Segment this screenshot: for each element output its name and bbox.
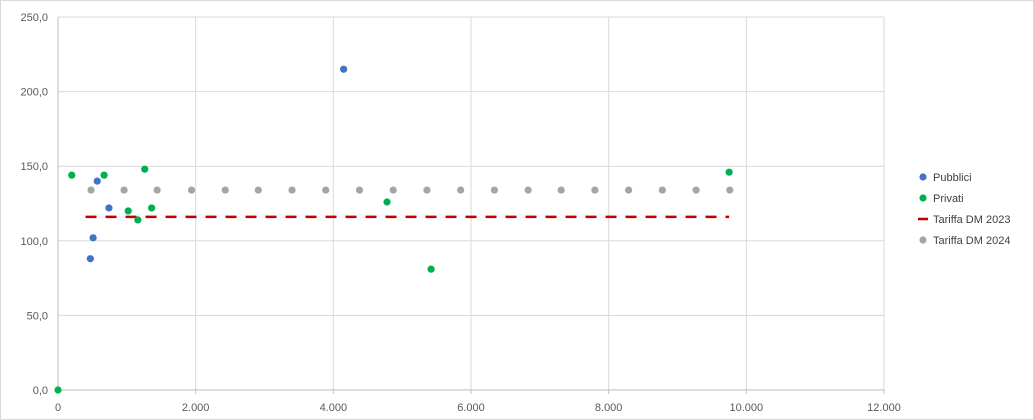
x-tick-label: 6.000: [457, 402, 485, 414]
data-point-tariffa-dm-2024: [355, 186, 364, 194]
data-point-privati: [100, 171, 108, 179]
legend-swatch: [919, 236, 927, 244]
series-privati: [54, 165, 733, 394]
data-point-privati: [427, 265, 435, 273]
data-point-tariffa-dm-2024: [288, 186, 296, 194]
data-point-tariffa-dm-2024: [389, 186, 397, 194]
data-point-tariffa-dm-2024: [524, 186, 532, 194]
data-point-tariffa-dm-2024: [490, 186, 499, 194]
data-point-tariffa-dm-2024: [625, 186, 633, 194]
legend-label: Tariffa DM 2023: [933, 214, 1010, 226]
legend-label: Tariffa DM 2024: [933, 235, 1010, 247]
series-tariffa-dm-2024: [87, 186, 734, 194]
legend-swatch: [919, 194, 927, 202]
data-point-tariffa-dm-2024: [726, 186, 734, 194]
data-point-privati: [54, 386, 62, 394]
data-point-tariffa-dm-2024: [457, 186, 465, 194]
data-point-privati: [124, 207, 132, 215]
data-point-tariffa-dm-2024: [322, 186, 330, 194]
data-point-privati: [148, 204, 156, 212]
data-point-privati: [141, 165, 149, 173]
y-tick-label: 250,0: [20, 12, 48, 24]
data-point-tariffa-dm-2024: [254, 186, 262, 194]
legend-label: Privati: [933, 193, 964, 205]
x-tick-label: 12.000: [867, 402, 901, 414]
data-point-pubblici: [105, 204, 113, 212]
legend-label: Pubblici: [933, 172, 972, 184]
legend-item-tariffa-dm-2024: Tariffa DM 2024: [919, 235, 1010, 247]
data-point-tariffa-dm-2024: [658, 186, 666, 194]
y-tick-label: 100,0: [20, 236, 48, 248]
data-point-tariffa-dm-2024: [187, 186, 196, 194]
data-point-privati: [134, 216, 142, 224]
legend-swatch: [919, 173, 927, 181]
data-point-privati: [68, 171, 76, 179]
legend-item-tariffa-dm-2023: Tariffa DM 2023: [918, 214, 1010, 226]
data-point-pubblici: [340, 65, 348, 73]
axes: 0,0 50,0 100,0 150,0 200,0 250,0 0 2.000 4.000 6.…: [20, 12, 900, 414]
data-point-privati: [725, 168, 733, 176]
legend: Pubblici Privati Tariffa DM 2023 Tariffa DM…: [918, 172, 1010, 247]
data-point-tariffa-dm-2024: [120, 186, 128, 194]
data-point-tariffa-dm-2024: [591, 186, 599, 194]
data-point-pubblici: [93, 177, 101, 185]
y-tick-label: 0,0: [33, 385, 48, 397]
data-point-pubblici: [86, 255, 94, 263]
data-point-tariffa-dm-2024: [557, 186, 565, 194]
y-tick-label: 150,0: [20, 161, 48, 173]
data-point-tariffa-dm-2024: [423, 186, 431, 194]
data-point-tariffa-dm-2024: [153, 186, 161, 194]
plot-area: [54, 65, 734, 394]
x-tick-label: 2.000: [182, 402, 210, 414]
x-tick-label: 4.000: [320, 402, 348, 414]
legend-item-pubblici: Pubblici: [919, 172, 972, 184]
data-point-tariffa-dm-2024: [221, 186, 229, 194]
grid-lines: [58, 16, 885, 390]
x-tick-label: 8.000: [595, 402, 623, 414]
x-tick-label: 10.000: [730, 402, 764, 414]
x-tick-label: 0: [55, 402, 61, 414]
data-point-privati: [383, 198, 391, 206]
data-point-pubblici: [89, 234, 97, 242]
y-tick-label: 200,0: [20, 87, 48, 99]
legend-item-privati: Privati: [919, 193, 964, 205]
y-tick-label: 50,0: [27, 310, 48, 322]
data-point-tariffa-dm-2024: [87, 186, 95, 194]
data-point-tariffa-dm-2024: [692, 186, 700, 194]
series-pubblici: [86, 65, 348, 263]
